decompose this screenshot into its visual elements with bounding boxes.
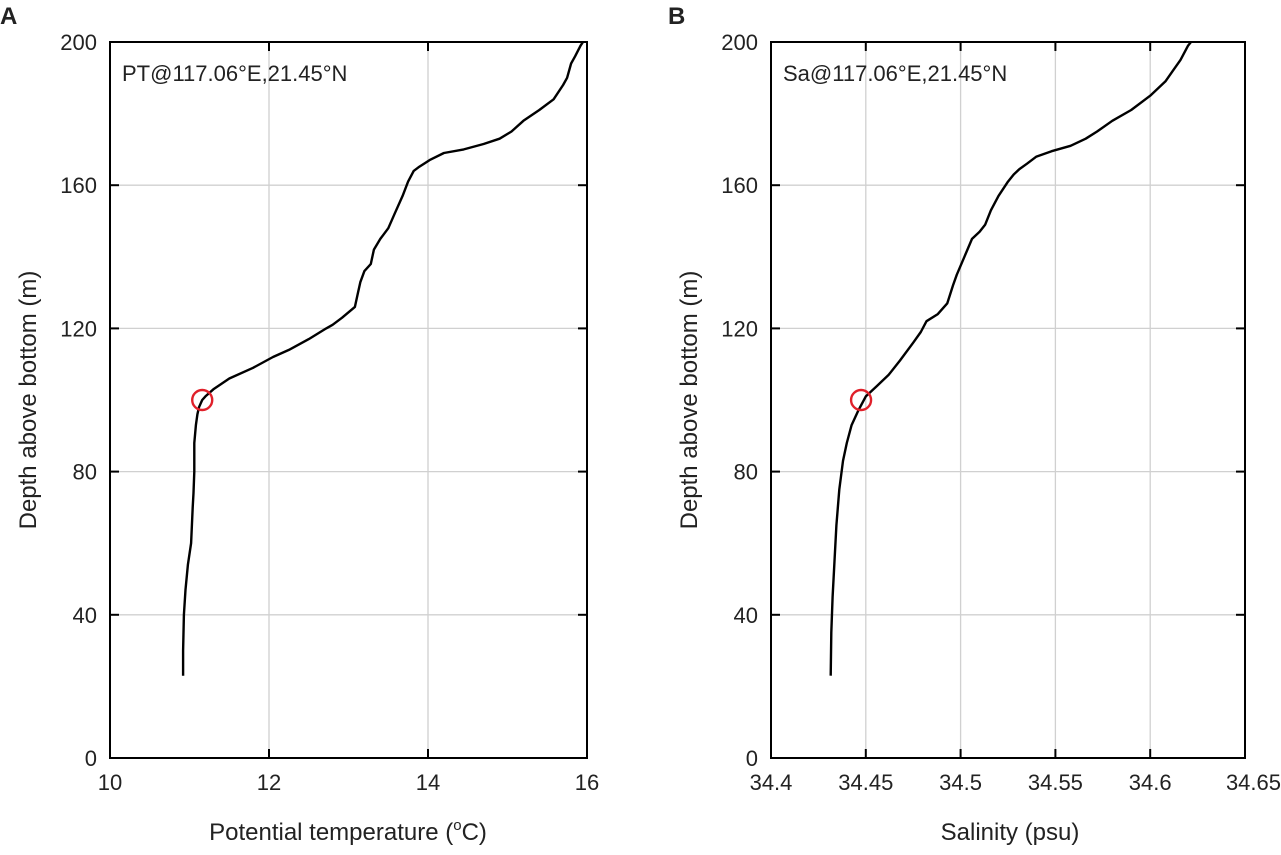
panel-b-ticks [770,41,1246,759]
panel-a-letter: A [0,3,17,30]
panel-a-x-axis-label-main: Potential temperature ( [209,819,453,846]
panel-b-y-tick-labels: 0 40 80 120 160 200 [721,30,758,771]
panel-a-ytick-label-40: 40 [73,603,97,628]
panel-b-transition-marker [849,388,873,412]
panel-b-ytick-label-0: 0 [746,746,758,771]
panel-b-xtick-label-34-6: 34.6 [1129,770,1172,795]
panel-a-annotation: PT@117.06°E,21.45°N [122,61,347,86]
panel-a-ytick-label-160: 160 [60,173,97,198]
panel-b: B 0 40 80 120 160 200 34.4 34.45 34.5 34… [668,3,1281,846]
panel-b-x-tick-labels: 34.4 34.45 34.5 34.55 34.6 34.65 [750,770,1281,795]
panel-a-ytick-label-80: 80 [73,460,97,485]
panel-b-grid [771,42,1245,758]
panel-b-frame [770,41,1246,759]
panel-b-xtick-label-34-55: 34.55 [1028,770,1083,795]
panel-a-transition-marker [191,388,214,412]
panel-a-frame [109,41,588,759]
panel-b-salinity-profile-line [829,41,1192,676]
panel-b-y-axis-label: Depth above bottom (m) [676,271,703,530]
panel-a-ytick-label-0: 0 [85,746,97,771]
panel-b-letter: B [668,3,685,30]
panel-b-annotation: Sa@117.06°E,21.45°N [783,61,1007,86]
panel-a-ytick-label-200: 200 [60,30,97,55]
panel-a-ytick-label-120: 120 [60,316,97,341]
panel-a-ticks [109,41,588,759]
panel-a-xtick-label-12: 12 [257,770,281,795]
panel-a-x-axis-label: Potential temperature (oC) [209,817,487,846]
panel-b-x-axis-label: Salinity (psu) [941,819,1080,846]
panel-b-ytick-label-200: 200 [721,30,758,55]
panel-b-xtick-label-34-4: 34.4 [750,770,793,795]
panel-b-xtick-label-34-45: 34.45 [838,770,893,795]
panel-a-x-tick-labels: 10 12 14 16 [98,770,599,795]
panel-a-xtick-label-14: 14 [416,770,440,795]
panel-b-ytick-label-40: 40 [734,603,758,628]
panel-b-ytick-label-160: 160 [721,173,758,198]
panel-b-ytick-label-80: 80 [734,460,758,485]
panel-b-xtick-label-34-5: 34.5 [939,770,982,795]
panel-a-x-axis-label-tail: C) [462,819,487,846]
panel-a-grid [110,42,587,758]
panel-a-x-axis-label-sup: o [453,817,461,834]
panel-b-ytick-label-120: 120 [721,316,758,341]
panel-a-xtick-label-16: 16 [575,770,599,795]
panel-a-y-tick-labels: 0 40 80 120 160 200 [60,30,97,771]
panel-a-pt-profile-line [181,41,584,676]
panel-a: A 0 40 80 120 160 200 10 12 14 16 PT@117… [0,3,599,846]
panel-a-xtick-label-10: 10 [98,770,122,795]
panel-a-y-axis-label: Depth above bottom (m) [15,271,42,530]
panel-b-xtick-label-34-65: 34.65 [1226,770,1281,795]
